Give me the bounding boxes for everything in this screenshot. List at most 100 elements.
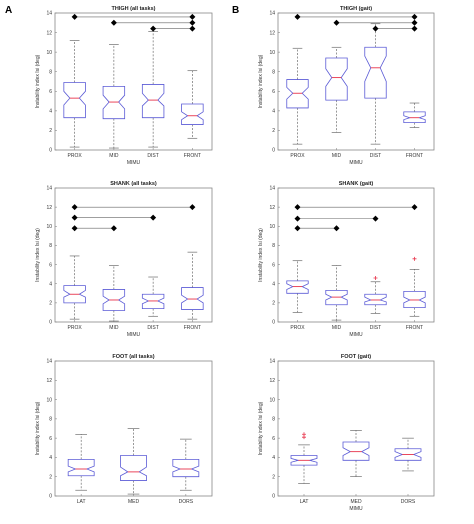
y-tick-label: 2 xyxy=(272,474,275,480)
significance-marker xyxy=(71,204,78,211)
y-tick-label: 12 xyxy=(269,30,275,36)
y-axis-label: Instability index Isi (deg) xyxy=(258,401,264,455)
y-tick-label: 14 xyxy=(269,186,275,192)
y-tick-label: 6 xyxy=(272,89,275,95)
y-tick-label: 0 xyxy=(49,320,52,326)
x-tick-label: PROX xyxy=(68,325,83,331)
y-tick-label: 14 xyxy=(46,11,52,17)
chart-title: THIGH (all tasks) xyxy=(111,6,155,12)
box-dist xyxy=(141,293,165,310)
y-tick-label: 10 xyxy=(269,224,275,230)
chart-panel-3: SHANK (all tasks) 0 2 4 6 8 10 12 14 Instability … xyxy=(35,181,213,338)
x-tick-label: PROX xyxy=(290,153,305,159)
significance-marker xyxy=(71,214,78,221)
x-tick-label: LAT xyxy=(77,499,86,505)
significance-marker xyxy=(189,19,196,26)
plot-frame xyxy=(277,187,435,323)
x-tick-label: DIST xyxy=(147,153,158,159)
y-tick-label: 14 xyxy=(46,359,52,365)
y-tick-label: 6 xyxy=(49,436,52,442)
box-front xyxy=(403,290,426,309)
chart-panel-6: FOOT (gait) 0 2 4 6 8 10 12 14 Instability index … xyxy=(258,354,435,512)
y-tick-label: 2 xyxy=(272,301,275,307)
box-prox xyxy=(63,285,86,304)
x-tick-label: MID xyxy=(109,325,119,331)
x-tick-label: DIST xyxy=(370,325,381,331)
significance-marker xyxy=(150,214,157,221)
significance-marker xyxy=(411,25,418,32)
significance-marker xyxy=(71,13,78,20)
y-tick-label: 2 xyxy=(272,128,275,134)
box-med xyxy=(120,455,147,481)
x-tick-label: DIST xyxy=(147,325,158,331)
significance-marker xyxy=(189,13,196,20)
box-dist xyxy=(364,293,387,306)
box-dors xyxy=(394,448,422,461)
box-prox xyxy=(286,79,309,109)
significance-marker xyxy=(294,13,301,20)
plot-frame xyxy=(277,12,435,151)
y-tick-label: 0 xyxy=(272,320,275,326)
chart-title: FOOT (gait) xyxy=(341,354,371,360)
significance-marker xyxy=(294,215,301,222)
y-tick-label: 14 xyxy=(269,359,275,365)
box-front xyxy=(181,287,204,310)
chart-panel-5: FOOT (all tasks) 0 2 4 6 8 10 12 14 Instability i… xyxy=(35,354,213,505)
y-tick-label: 14 xyxy=(46,186,52,192)
y-tick-label: 12 xyxy=(269,378,275,384)
significance-marker xyxy=(189,25,196,32)
y-tick-label: 8 xyxy=(272,69,275,75)
outlier-marker xyxy=(302,432,306,437)
outlier-marker xyxy=(412,256,417,261)
y-tick-label: 2 xyxy=(49,301,52,307)
box-med xyxy=(342,441,370,461)
x-tick-label: MED xyxy=(128,499,140,505)
y-tick-label: 4 xyxy=(272,109,275,115)
y-tick-label: 4 xyxy=(49,281,52,287)
x-tick-label: FRONT xyxy=(184,325,201,331)
x-axis-label: MIMU xyxy=(349,332,363,338)
significance-marker xyxy=(333,19,340,26)
panel-label: B xyxy=(232,5,239,16)
y-tick-label: 0 xyxy=(49,494,52,500)
box-dist xyxy=(141,84,165,119)
y-tick-label: 4 xyxy=(272,281,275,287)
y-tick-label: 12 xyxy=(46,30,52,36)
y-axis-label: Instability index Isi (deg) xyxy=(35,401,41,455)
x-tick-label: FRONT xyxy=(406,153,423,159)
outlier-marker xyxy=(373,275,378,280)
box-prox xyxy=(63,82,86,119)
significance-marker xyxy=(294,204,301,211)
y-tick-label: 0 xyxy=(272,148,275,154)
y-tick-label: 10 xyxy=(269,397,275,403)
y-tick-label: 0 xyxy=(272,494,275,500)
x-axis-label: MIMU xyxy=(127,160,141,166)
box-dors xyxy=(172,458,200,478)
significance-marker xyxy=(333,225,340,232)
y-tick-label: 10 xyxy=(46,397,52,403)
y-axis-label: Instability index Isi (deg) xyxy=(35,228,41,282)
x-tick-label: PROX xyxy=(68,153,83,159)
y-tick-label: 12 xyxy=(269,205,275,211)
x-axis-label: MIMU xyxy=(127,332,141,338)
chart-title: FOOT (all tasks) xyxy=(112,354,154,360)
box-mid xyxy=(325,57,348,101)
y-tick-label: 6 xyxy=(272,262,275,268)
y-tick-label: 10 xyxy=(269,50,275,56)
y-tick-label: 4 xyxy=(272,455,275,461)
significance-marker xyxy=(372,25,379,32)
y-axis-label: Instability index Isi (deg) xyxy=(258,54,264,108)
y-tick-label: 8 xyxy=(49,243,52,249)
y-tick-label: 8 xyxy=(49,69,52,75)
significance-marker xyxy=(294,225,301,232)
x-tick-label: DIST xyxy=(370,153,381,159)
significance-marker xyxy=(411,13,418,20)
box-dist xyxy=(364,46,387,99)
significance-marker xyxy=(110,19,117,26)
significance-marker xyxy=(189,204,196,211)
y-tick-label: 14 xyxy=(269,11,275,17)
plot-frame xyxy=(54,187,213,323)
plot-frame xyxy=(54,12,213,151)
y-tick-label: 0 xyxy=(49,148,52,154)
